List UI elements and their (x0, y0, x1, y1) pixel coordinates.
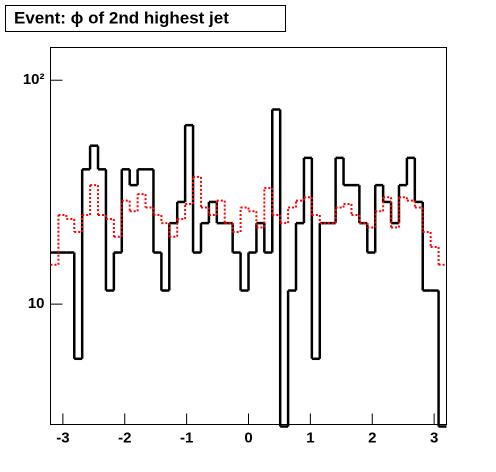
y-tick-label: 10² (23, 71, 45, 88)
y-tick-label: 10 (28, 295, 45, 312)
x-tick-label: 0 (244, 429, 252, 446)
x-tick-label: 2 (368, 429, 376, 446)
x-tick-label: 3 (430, 429, 438, 446)
x-tick-label: -3 (56, 429, 69, 446)
x-tick-label: 1 (306, 429, 314, 446)
chart-title: Event: ϕ of 2nd highest jet (14, 8, 229, 27)
title-box (5, 5, 286, 32)
x-tick-label: -2 (118, 429, 131, 446)
x-tick-label: -1 (180, 429, 193, 446)
